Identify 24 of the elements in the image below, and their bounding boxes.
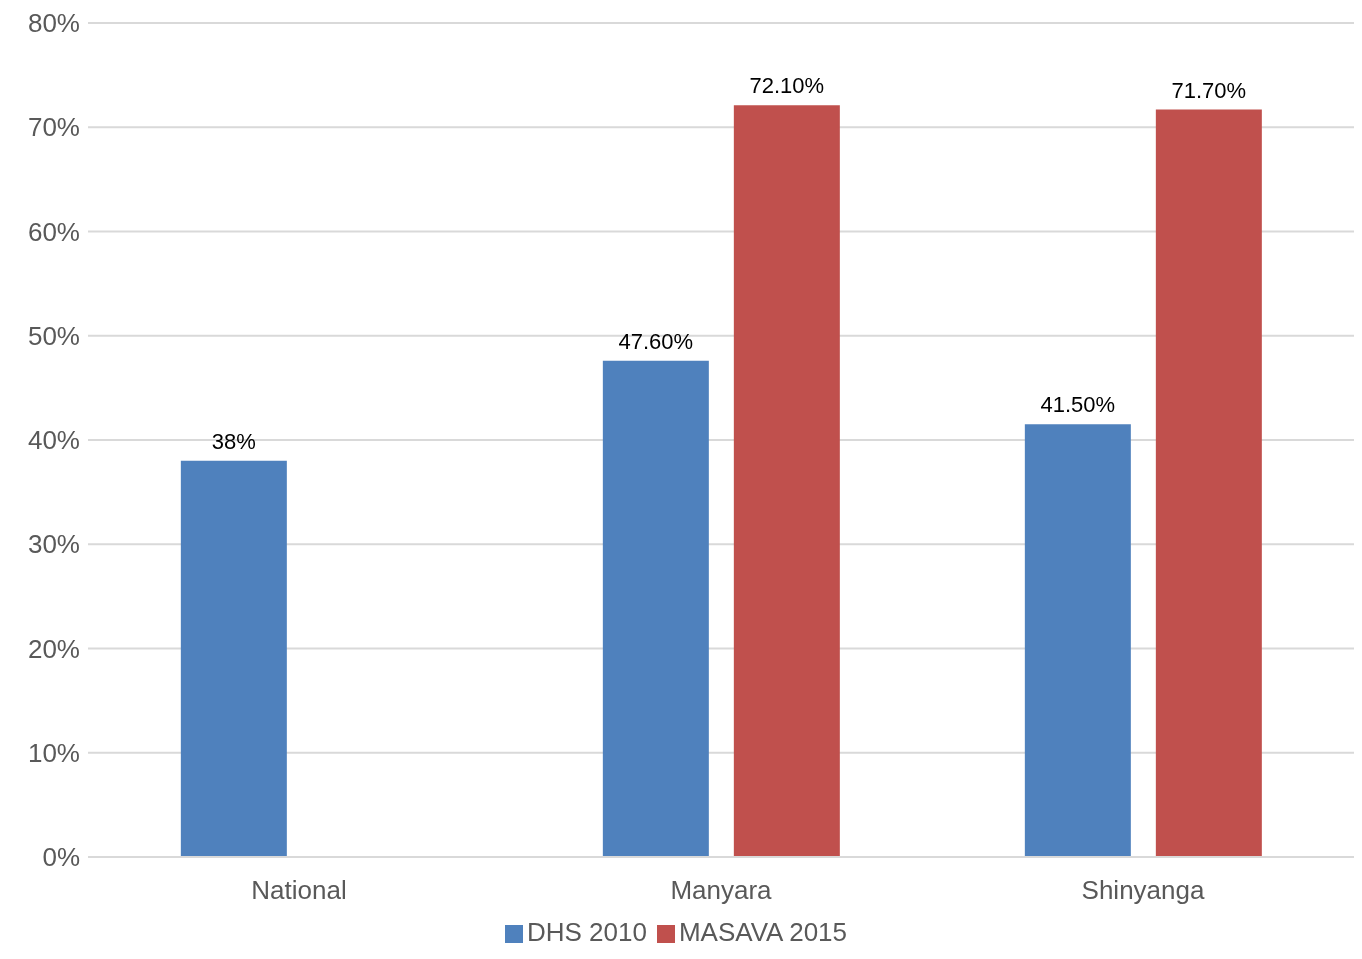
y-tick-label: 0% xyxy=(42,842,80,873)
y-tick-label: 30% xyxy=(27,529,80,560)
y-tick-label: 50% xyxy=(27,320,80,351)
bar xyxy=(1024,424,1131,857)
data-label: 47.60% xyxy=(618,328,694,354)
bar xyxy=(1155,109,1262,857)
legend-label: MASAVA 2015 xyxy=(678,917,848,947)
data-label: 71.70% xyxy=(1171,77,1247,103)
y-tick-label: 10% xyxy=(27,737,80,768)
data-label: 72.10% xyxy=(749,73,825,99)
y-tick-label: 20% xyxy=(27,633,80,664)
x-tick-label: Manyara xyxy=(670,875,773,906)
data-label: 41.50% xyxy=(1040,392,1116,418)
bar xyxy=(180,460,287,857)
y-tick-label: 40% xyxy=(27,425,80,456)
legend-label: DHS 2010 xyxy=(526,917,647,947)
y-tick-label: 60% xyxy=(27,216,80,247)
bar xyxy=(733,105,840,857)
data-label: 38% xyxy=(211,428,256,454)
x-tick-label: National xyxy=(251,875,347,906)
y-tick-label: 70% xyxy=(27,112,80,143)
y-tick-label: 80% xyxy=(27,8,80,39)
x-tick-label: Shinyanga xyxy=(1081,875,1205,906)
bar xyxy=(602,360,709,857)
